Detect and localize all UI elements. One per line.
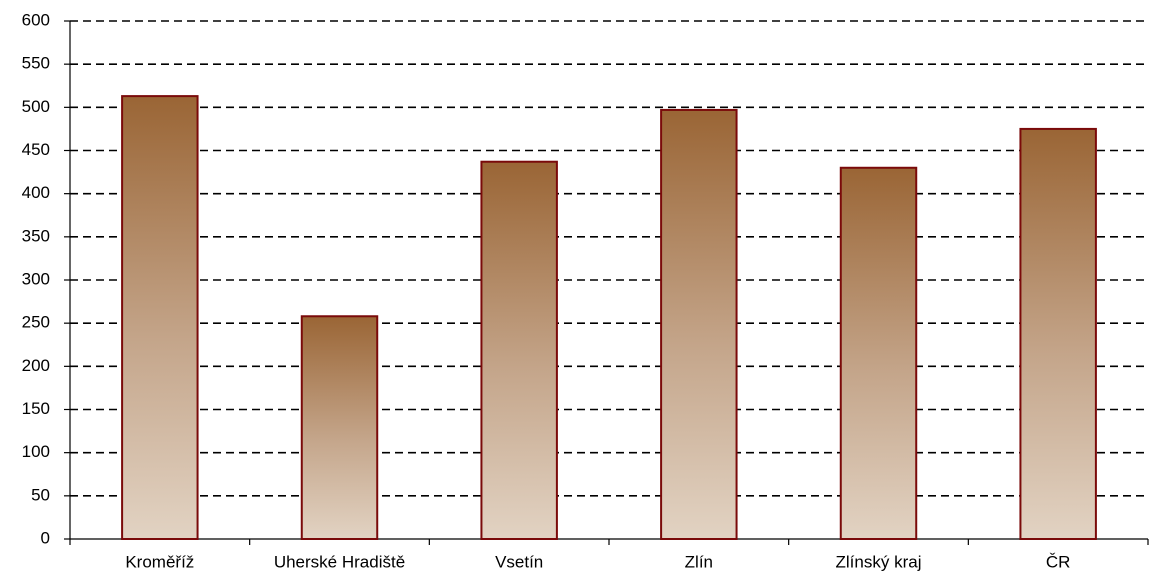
- bar: [839, 166, 918, 540]
- y-tick-label: 500: [22, 97, 50, 116]
- y-tick-label: 0: [41, 528, 50, 547]
- y-tick-label: 400: [22, 183, 50, 202]
- y-tick-label: 200: [22, 356, 50, 375]
- y-tick-label: 450: [22, 140, 50, 159]
- y-tick-label: 150: [22, 399, 50, 418]
- x-tick-label: ČR: [1046, 552, 1071, 571]
- y-tick-label: 50: [31, 485, 50, 504]
- y-tick-label: 550: [22, 54, 50, 73]
- x-tick-label: Zlín: [685, 552, 713, 571]
- bar: [121, 95, 199, 541]
- x-tick-label: Zlínský kraj: [836, 552, 922, 571]
- y-tick-label: 600: [22, 10, 50, 29]
- bar: [300, 315, 379, 541]
- bar: [660, 108, 738, 540]
- x-tick-label: Vsetín: [495, 552, 543, 571]
- x-tick-label: Kroměříž: [125, 552, 194, 571]
- y-tick-label: 350: [22, 226, 50, 245]
- y-tick-label: 300: [22, 269, 50, 288]
- bar: [1019, 127, 1097, 541]
- y-tick-label: 250: [22, 313, 50, 332]
- x-tick-label: Uherské Hradiště: [274, 552, 405, 571]
- bar: [480, 160, 558, 540]
- y-tick-label: 100: [22, 442, 50, 461]
